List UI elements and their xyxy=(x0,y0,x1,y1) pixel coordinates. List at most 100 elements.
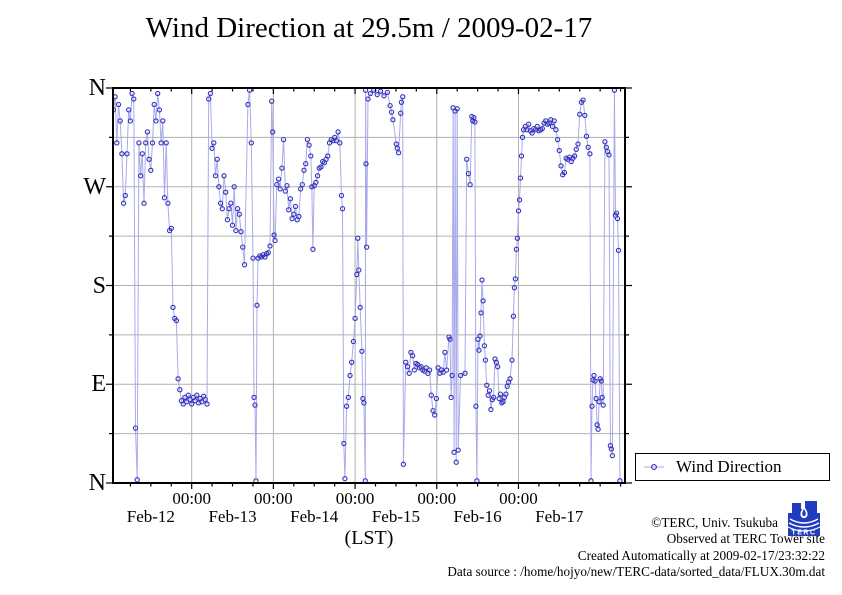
data-point xyxy=(254,302,260,308)
data-point xyxy=(609,452,616,459)
data-point xyxy=(367,90,374,97)
data-point xyxy=(384,89,391,96)
data-point xyxy=(454,106,460,112)
data-point xyxy=(359,348,365,354)
data-point xyxy=(160,118,166,124)
data-point xyxy=(221,173,227,179)
data-point xyxy=(153,118,159,124)
data-point xyxy=(343,403,350,409)
data-point xyxy=(596,399,602,405)
data-point xyxy=(442,349,448,356)
data-point xyxy=(411,367,417,373)
x-day-label: Feb-16 xyxy=(453,507,502,526)
data-point xyxy=(400,94,406,100)
data-point xyxy=(168,225,174,232)
data-point xyxy=(236,211,242,217)
data-point xyxy=(279,165,285,171)
data-point xyxy=(146,156,152,162)
data-point xyxy=(598,378,604,384)
x-day-label: Feb-17 xyxy=(535,507,584,526)
data-point xyxy=(573,146,579,153)
data-point xyxy=(337,140,343,146)
data-point xyxy=(363,161,369,167)
data-point xyxy=(493,359,499,365)
data-point xyxy=(529,130,535,136)
logo-text: TERC xyxy=(791,530,816,537)
data-point xyxy=(238,229,244,235)
data-point xyxy=(286,207,292,213)
data-point xyxy=(173,317,180,324)
data-point xyxy=(229,222,236,228)
data-point xyxy=(390,117,396,123)
data-point xyxy=(497,391,504,397)
data-point xyxy=(404,364,411,370)
data-point xyxy=(127,118,134,124)
data-point xyxy=(250,255,256,261)
data-point xyxy=(234,206,241,212)
data-point xyxy=(271,232,277,238)
data-point xyxy=(465,170,472,177)
x-tick-label: 00:00 xyxy=(499,489,538,508)
data-point xyxy=(216,184,222,190)
data-point xyxy=(400,461,407,467)
data-point xyxy=(551,118,557,124)
legend-marker-icon xyxy=(644,464,664,470)
data-point xyxy=(313,179,319,186)
data-point xyxy=(457,372,464,379)
data-point xyxy=(477,333,483,339)
data-point xyxy=(136,140,142,146)
data-point xyxy=(233,227,239,234)
annotation-copyright: ©TERC, Univ. Tsukuba xyxy=(651,515,778,530)
data-point xyxy=(453,459,459,465)
data-point xyxy=(484,382,490,388)
data-point xyxy=(231,184,237,190)
y-axis-label: N xyxy=(88,470,106,496)
data-point xyxy=(291,211,297,217)
data-point xyxy=(338,192,345,199)
data-point xyxy=(592,378,598,384)
data-point xyxy=(270,129,276,135)
data-point xyxy=(170,304,176,311)
data-point xyxy=(482,357,489,363)
data-point xyxy=(335,129,341,135)
data-point xyxy=(595,426,601,432)
data-point xyxy=(211,140,217,146)
logo-tower-shape xyxy=(788,501,820,536)
data-point xyxy=(606,152,612,158)
data-point xyxy=(314,173,321,179)
x-tick-label: 00:00 xyxy=(254,489,293,508)
data-point xyxy=(582,112,588,119)
data-point xyxy=(615,247,622,254)
data-point xyxy=(325,153,331,159)
data-point xyxy=(148,167,154,173)
x-tick-label: 00:00 xyxy=(417,489,457,508)
data-point xyxy=(287,196,294,202)
data-point xyxy=(526,121,532,127)
data-point xyxy=(534,123,540,130)
data-point xyxy=(513,246,520,252)
data-point xyxy=(387,102,393,109)
data-point xyxy=(428,392,434,398)
data-point xyxy=(219,206,225,212)
data-point xyxy=(486,388,493,394)
data-point xyxy=(282,188,288,194)
data-point xyxy=(206,96,212,102)
data-point xyxy=(509,357,515,363)
data-point xyxy=(602,139,608,145)
data-point xyxy=(480,298,486,304)
data-point xyxy=(115,101,122,108)
data-point xyxy=(503,391,509,397)
y-axis-label: S xyxy=(92,272,106,299)
data-point xyxy=(267,243,273,249)
data-point xyxy=(284,183,290,189)
data-point xyxy=(161,195,168,201)
y-axis-label: N xyxy=(88,75,106,101)
data-point xyxy=(512,276,519,282)
data-point xyxy=(143,140,149,146)
legend-box: Wind Direction xyxy=(635,453,830,481)
data-point xyxy=(349,359,355,365)
data-point xyxy=(122,192,128,199)
data-point xyxy=(240,244,246,250)
data-point xyxy=(476,347,482,353)
